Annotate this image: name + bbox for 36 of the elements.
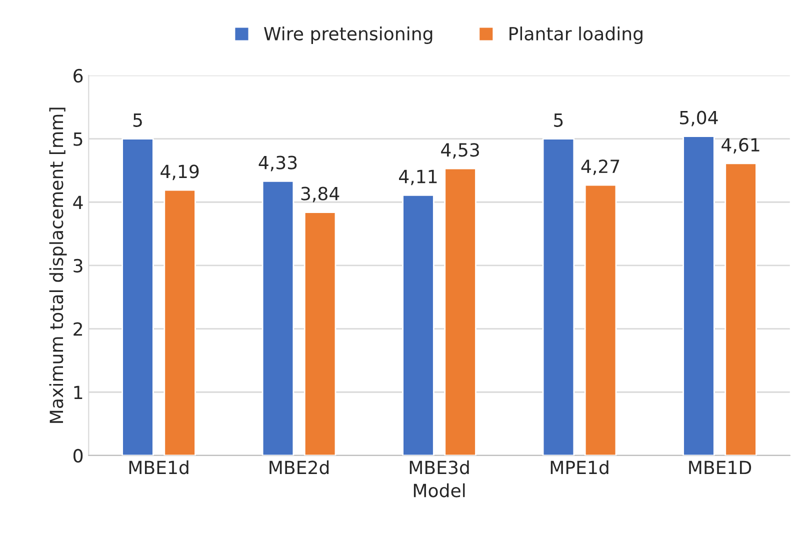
x-tick-label: MBE1d [129,460,188,474]
x-axis-title: Model [414,483,465,498]
bar [402,194,434,456]
data-label: 4,19 [160,164,199,180]
bar [724,162,757,456]
bar [262,180,294,456]
bar [122,138,154,456]
x-tick-label: MBE1D [689,460,752,474]
data-label: 4,27 [581,160,620,176]
bar [444,168,476,456]
legend-label: Plantar loading [510,26,642,44]
y-tick-label: 1 [74,386,82,399]
y-tick-label: 2 [74,322,82,336]
data-label: 4,33 [258,156,297,172]
y-tick-label: 5 [74,132,82,146]
x-tick-label: MBE2d [270,460,329,474]
data-label: 5 [554,114,563,127]
bar [682,136,715,456]
bar [304,212,336,456]
x-tick-label: MBE3d [410,460,469,474]
x-tick-label: MPE1d [550,460,608,474]
data-label: 5 [133,114,142,127]
bar [542,138,575,456]
data-label: 5,04 [680,110,718,126]
y-tick-label: 0 [74,448,83,463]
bar [164,189,196,456]
data-label: 3,84 [301,186,340,202]
y-tick-label: 4 [73,196,83,209]
bar [584,184,617,456]
data-label: 4,53 [441,143,479,159]
legend-label: Wire pretensioning [264,26,432,44]
y-tick-label: 3 [74,258,82,273]
y-tick-label: 6 [74,68,83,83]
y-axis-title: Maximum total displacement [mm] [49,108,67,423]
data-label: 4,11 [399,170,437,186]
data-label: 4,61 [722,138,760,154]
